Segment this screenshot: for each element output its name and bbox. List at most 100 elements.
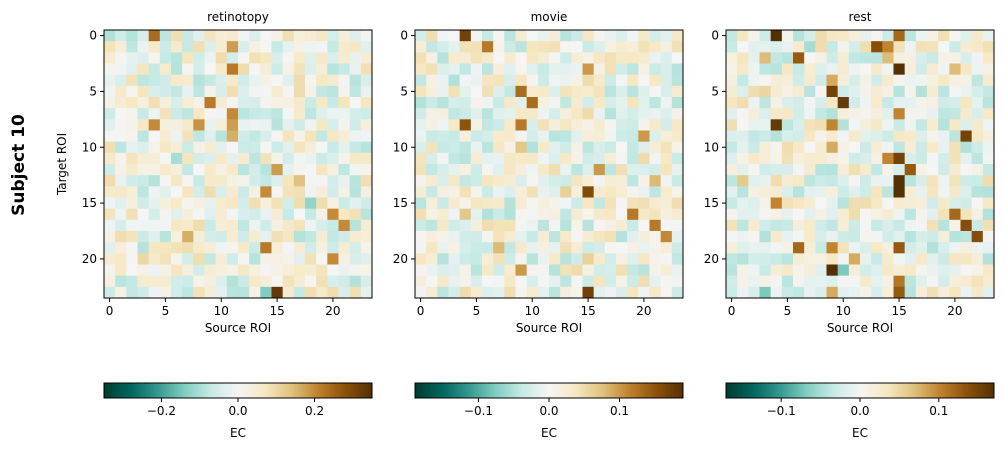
- heatmap-cell: [159, 231, 172, 243]
- heatmap-cell: [459, 164, 472, 176]
- heatmap-cell: [293, 52, 306, 64]
- heatmap-cell: [104, 63, 116, 76]
- heatmap-cell: [137, 264, 150, 277]
- heatmap-cell: [593, 197, 606, 210]
- heatmap-cell: [748, 197, 760, 210]
- heatmap-cell: [238, 197, 250, 210]
- heatmap-cell: [938, 119, 950, 131]
- heatmap-cell: [271, 63, 284, 76]
- heatmap-cell: [238, 286, 250, 299]
- heatmap-cell: [238, 208, 250, 221]
- heatmap-cell: [338, 264, 351, 277]
- heatmap-cell: [826, 52, 839, 64]
- heatmap-cell: [781, 197, 794, 210]
- heatmap-cell: [737, 97, 749, 109]
- heatmap-cell: [781, 30, 794, 42]
- heatmap-cell: [327, 119, 339, 131]
- heatmap-cell: [338, 152, 351, 165]
- heatmap-cell: [537, 242, 550, 254]
- heatmap-cell: [504, 63, 516, 76]
- heatmap-cell: [737, 197, 749, 210]
- heatmap-cell: [793, 164, 805, 176]
- heatmap-cell: [726, 286, 738, 299]
- heatmap-cell: [560, 275, 572, 288]
- heatmap-cell: [104, 231, 116, 243]
- heatmap-cell: [638, 186, 650, 198]
- heatmap-cell: [927, 97, 939, 109]
- heatmap-cell: [804, 164, 816, 176]
- heatmap-cell: [537, 52, 550, 64]
- heatmap-cell: [593, 130, 606, 143]
- heatmap-cell: [537, 130, 550, 143]
- heatmap-cell: [949, 208, 961, 221]
- heatmap-cell: [582, 97, 595, 109]
- heatmap-cell: [537, 63, 550, 76]
- heatmap-cell: [571, 231, 583, 243]
- heatmap-cell: [493, 63, 505, 76]
- y-tick-label: 0: [400, 29, 408, 43]
- heatmap-cell: [115, 264, 127, 277]
- heatmap-cell: [671, 141, 684, 154]
- heatmap-cell: [571, 30, 583, 42]
- heatmap-cell: [549, 130, 561, 143]
- heatmap-cell: [982, 253, 995, 265]
- heatmap-cell: [949, 286, 961, 299]
- heatmap-cell: [305, 85, 317, 98]
- heatmap-cell: [104, 264, 116, 277]
- heatmap-cell: [115, 30, 127, 42]
- heatmap-cell: [582, 253, 595, 265]
- heatmap-cell: [260, 30, 272, 42]
- heatmap-cell: [226, 197, 239, 210]
- heatmap-cell: [938, 30, 950, 42]
- heatmap-cell: [349, 152, 362, 165]
- heatmap-cell: [360, 253, 373, 265]
- heatmap-cell: [293, 175, 306, 187]
- heatmap-cell: [971, 30, 984, 42]
- heatmap-cell: [327, 164, 339, 176]
- heatmap-cell: [848, 175, 861, 187]
- heatmap-cell: [537, 85, 550, 98]
- heatmap-cell: [515, 275, 528, 288]
- heatmap-cell: [338, 253, 351, 265]
- heatmap-cell: [882, 242, 894, 254]
- heatmap-cell: [338, 85, 351, 98]
- heatmap-cell: [537, 30, 550, 42]
- heatmap-cell: [660, 208, 673, 221]
- heatmap-cell: [927, 63, 939, 76]
- heatmap-cell: [316, 275, 328, 288]
- heatmap-cell: [115, 63, 127, 76]
- heatmap-cell: [415, 275, 427, 288]
- y-tick-label: 15: [704, 196, 719, 210]
- heatmap-cell: [915, 219, 928, 232]
- heatmap-cell: [148, 130, 161, 143]
- heatmap-cell: [893, 152, 906, 165]
- heatmap-cell: [104, 186, 116, 198]
- heatmap-cell: [748, 85, 760, 98]
- heatmap-cell: [360, 141, 373, 154]
- heatmap-cell: [971, 63, 984, 76]
- heatmap-cell: [426, 264, 438, 277]
- heatmap-cell: [582, 264, 595, 277]
- heatmap-cell: [837, 130, 850, 143]
- heatmap-cell: [860, 152, 872, 165]
- heatmap-cell: [616, 30, 628, 42]
- heatmap-cell: [871, 108, 883, 120]
- heatmap-cell: [826, 219, 839, 232]
- heatmap-cell: [293, 74, 306, 87]
- heatmap-cell: [360, 275, 373, 288]
- heatmap-cell: [126, 164, 138, 176]
- heatmap-cell: [770, 152, 783, 165]
- heatmap-cell: [882, 119, 894, 131]
- heatmap-cell: [927, 197, 939, 210]
- heatmap-cell: [927, 219, 939, 232]
- heatmap-cell: [415, 175, 427, 187]
- colorbar-label: EC: [541, 426, 557, 440]
- heatmap-cell: [349, 264, 362, 277]
- heatmap-cell: [293, 275, 306, 288]
- heatmap-cell: [204, 41, 217, 53]
- heatmap-cell: [571, 152, 583, 165]
- heatmap-cell: [226, 275, 239, 288]
- heatmap-cell: [182, 152, 194, 165]
- heatmap-cell: [882, 219, 894, 232]
- heatmap-cell: [593, 231, 606, 243]
